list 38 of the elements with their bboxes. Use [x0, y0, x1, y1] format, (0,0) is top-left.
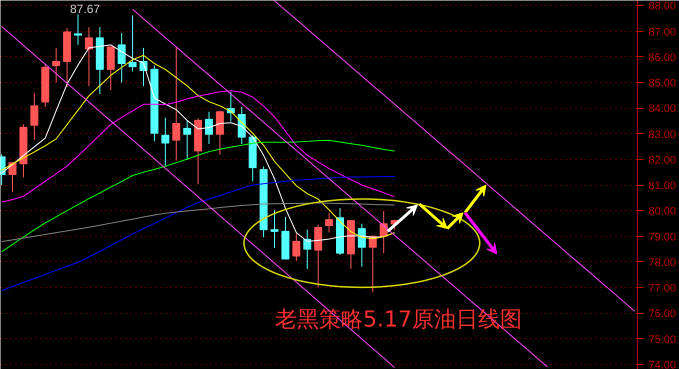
y-tick-label: 77.00	[648, 282, 676, 294]
y-tick-label: 76.00	[648, 308, 676, 320]
y-tick-label: 78.00	[648, 256, 676, 269]
candlestick	[161, 117, 170, 166]
y-tick-label: 75.00	[648, 334, 676, 346]
candlestick	[52, 47, 60, 83]
y-tick-label: 80.00	[648, 206, 676, 218]
candlestick	[172, 46, 180, 162]
candlestick	[314, 224, 322, 288]
y-tick-label: 79.00	[648, 231, 676, 244]
y-tick-label: 82.00	[648, 154, 676, 166]
line-series	[1, 202, 396, 242]
candlestick	[292, 232, 300, 262]
line-series	[1, 90, 396, 203]
candlestick	[118, 32, 126, 83]
y-tick-label: 85.00	[648, 78, 676, 90]
y-tick-label: 87.00	[648, 26, 676, 38]
y-tick-label: 81.00	[648, 180, 676, 192]
annotation: 87.67	[70, 2, 100, 16]
y-tick-label: 88.00	[648, 0, 676, 13]
line-series	[1, 176, 396, 292]
candlestick	[358, 223, 366, 268]
candlestick	[74, 14, 82, 46]
candlestick	[205, 111, 214, 144]
candlestick	[128, 14, 137, 72]
candlestick	[106, 46, 115, 91]
y-tick-label: 83.00	[648, 128, 676, 141]
line-series	[1, 140, 396, 252]
candlestick	[270, 209, 279, 249]
candlestick	[216, 110, 224, 156]
candlestick	[84, 26, 93, 87]
candlestick	[325, 212, 334, 233]
candlestick	[30, 92, 38, 140]
y-tick-label: 74.00	[648, 359, 676, 369]
y-tick-label: 86.00	[648, 52, 676, 64]
y-tick-label: 84.00	[648, 103, 676, 116]
line-series	[132, 8, 548, 368]
candlestick	[183, 120, 192, 160]
